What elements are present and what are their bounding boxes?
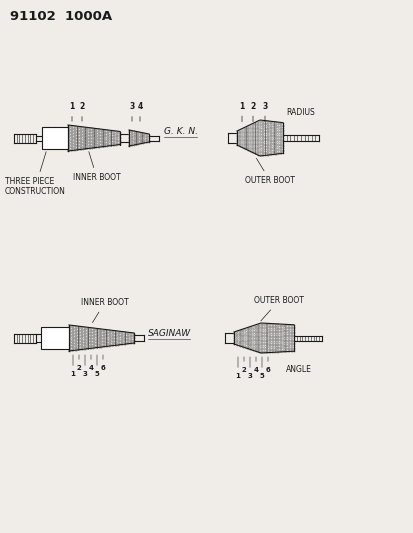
- Text: 3: 3: [129, 102, 134, 121]
- Text: G. K. N.: G. K. N.: [164, 127, 197, 136]
- Text: 4: 4: [253, 357, 258, 373]
- Text: 1: 1: [70, 355, 75, 377]
- Text: 2: 2: [241, 357, 246, 373]
- Text: SAGINAW: SAGINAW: [147, 329, 191, 338]
- Text: OUTER BOOT: OUTER BOOT: [244, 158, 294, 185]
- Text: 4: 4: [88, 355, 93, 371]
- Text: 2: 2: [250, 101, 255, 122]
- Text: 3: 3: [262, 101, 267, 122]
- Text: 3: 3: [247, 357, 252, 379]
- Text: 2: 2: [79, 102, 84, 121]
- Text: RADIUS: RADIUS: [285, 108, 314, 117]
- Bar: [42, 127, 68, 149]
- Text: INNER BOOT: INNER BOOT: [73, 152, 120, 182]
- Text: THREE PIECE
CONSTRUCTION: THREE PIECE CONSTRUCTION: [5, 152, 66, 196]
- Text: 2: 2: [76, 355, 81, 371]
- Text: 6: 6: [100, 355, 105, 371]
- Text: OUTER BOOT: OUTER BOOT: [254, 296, 303, 321]
- Text: ANGLE: ANGLE: [285, 365, 311, 374]
- Text: 91102  1000A: 91102 1000A: [10, 10, 112, 23]
- Text: 5: 5: [95, 355, 99, 377]
- Text: 4: 4: [137, 102, 142, 121]
- Text: 1: 1: [235, 357, 240, 379]
- Bar: [41, 327, 69, 349]
- Text: INNER BOOT: INNER BOOT: [81, 298, 128, 322]
- Text: 5: 5: [259, 357, 264, 379]
- Text: 1: 1: [69, 102, 74, 121]
- Text: 6: 6: [265, 357, 270, 373]
- Text: 3: 3: [82, 355, 87, 377]
- Text: 1: 1: [239, 101, 244, 122]
